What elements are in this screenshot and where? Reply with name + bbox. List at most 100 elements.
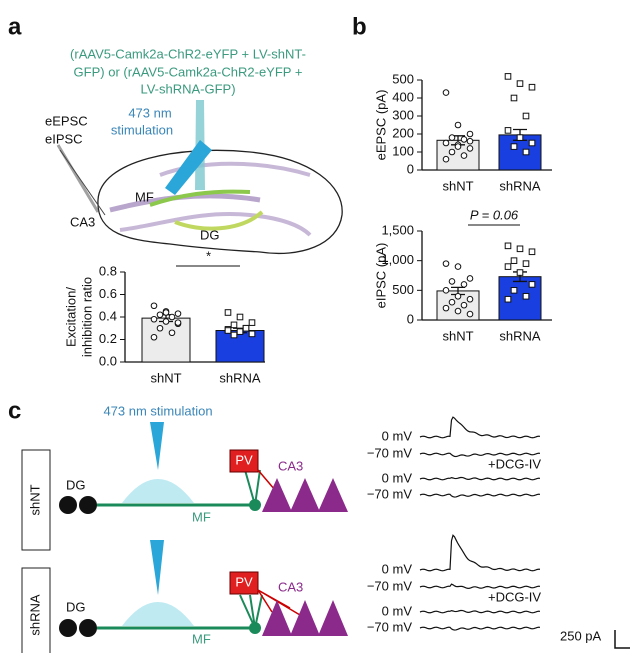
y-tick-label: 1,000 — [381, 252, 414, 267]
data-point — [442, 260, 450, 267]
y-axis-label: eIPSC (pA) — [373, 243, 388, 309]
data-point — [224, 309, 232, 316]
region-label: CA3 — [70, 214, 95, 229]
y-tick-label: 1,500 — [381, 222, 414, 237]
data-point — [510, 143, 518, 150]
data-point — [466, 295, 474, 303]
region-label: MF — [192, 631, 211, 646]
stimulation: stimulation — [111, 122, 173, 137]
data-point — [442, 304, 450, 312]
data-point — [454, 143, 462, 150]
trace — [419, 626, 541, 631]
trace-label: 0 mV — [382, 470, 413, 485]
data-point — [168, 313, 176, 321]
data-point — [454, 307, 462, 315]
data-point — [162, 318, 170, 325]
data-point — [522, 148, 530, 156]
data-point — [174, 310, 182, 317]
x-tick-label: shNT — [442, 178, 473, 193]
y-tick-label: 0 — [407, 311, 414, 326]
trace-label: 0 mV — [382, 603, 413, 618]
region-label: CA3 — [278, 579, 303, 594]
data-point — [454, 292, 462, 300]
x-tick-label: shRNA — [499, 328, 541, 343]
trace-label: −70 mV — [367, 578, 412, 593]
y-axis-label: Excitation/ — [63, 287, 78, 347]
data-point — [236, 328, 244, 335]
data-point — [516, 134, 524, 141]
data-point — [460, 281, 468, 288]
data-point — [174, 319, 182, 326]
data-point — [510, 287, 518, 294]
data-point — [504, 73, 512, 80]
data-point — [466, 130, 474, 138]
trace-label: −70 mV — [367, 619, 412, 634]
condition-label: +DCG-IV — [488, 589, 541, 604]
region-label: MF — [192, 509, 211, 524]
pv-label: PV — [235, 574, 253, 589]
data-point — [168, 329, 176, 337]
trace — [419, 534, 541, 572]
trace-label: 0 mV — [382, 428, 413, 443]
y-tick-label: 0.2 — [99, 331, 117, 346]
data-point — [466, 275, 474, 282]
recording: eEPSC — [45, 113, 88, 128]
trace-label: −70 mV — [367, 445, 412, 460]
bar — [141, 317, 191, 363]
data-point — [236, 313, 244, 321]
pv-label: PV — [235, 452, 253, 467]
data-point — [448, 148, 456, 156]
trace — [419, 476, 541, 481]
data-point — [504, 242, 512, 250]
y-tick-label: 0.6 — [99, 286, 117, 301]
trace-label: −70 mV — [367, 486, 412, 501]
data-point — [448, 278, 456, 285]
data-point — [442, 89, 450, 96]
x-tick-label: shNT — [442, 328, 473, 343]
y-axis-label: eEPSC (pA) — [373, 90, 388, 161]
y-tick-label: 300 — [392, 107, 414, 122]
data-point — [516, 269, 524, 276]
data-point — [156, 311, 164, 319]
data-point — [224, 327, 232, 334]
data-point — [516, 245, 524, 253]
region-label: DG — [66, 477, 86, 492]
data-point — [466, 310, 474, 318]
data-point — [460, 301, 468, 309]
data-point — [150, 333, 158, 341]
data-point — [162, 309, 170, 316]
y-tick-label: 500 — [392, 282, 414, 297]
data-point — [248, 330, 256, 338]
data-point — [442, 155, 450, 163]
data-point — [510, 257, 518, 264]
trace — [419, 583, 541, 589]
schematic — [21, 422, 630, 653]
data-point — [248, 319, 256, 326]
y-tick-label: 0.4 — [99, 308, 117, 323]
data-point — [460, 152, 468, 159]
brain-slice — [56, 100, 343, 255]
data-point — [528, 83, 536, 91]
region-label: DG — [66, 599, 86, 614]
trace — [419, 416, 541, 439]
recording: eIPSC — [45, 131, 83, 146]
construct: (rAAV5-Camk2a-ChR2-eYFP + LV-shNT- — [70, 46, 306, 61]
data-point — [460, 136, 468, 143]
data-point — [454, 263, 462, 270]
data-point — [528, 281, 536, 288]
panel-label: a — [8, 13, 22, 40]
data-point — [156, 324, 164, 332]
stimulation: 473 nm — [128, 105, 171, 120]
data-point — [466, 145, 474, 152]
y-axis-label: inhibition ratio — [79, 277, 94, 357]
data-point — [522, 292, 530, 300]
trace-label: 0 mV — [382, 561, 413, 576]
row-label: shNT — [27, 484, 42, 515]
data-point — [466, 137, 474, 145]
data-point — [504, 263, 512, 270]
y-tick-label: 200 — [392, 125, 414, 140]
panel-label: c — [8, 397, 21, 424]
data-point — [150, 315, 158, 323]
data-point — [504, 127, 512, 134]
